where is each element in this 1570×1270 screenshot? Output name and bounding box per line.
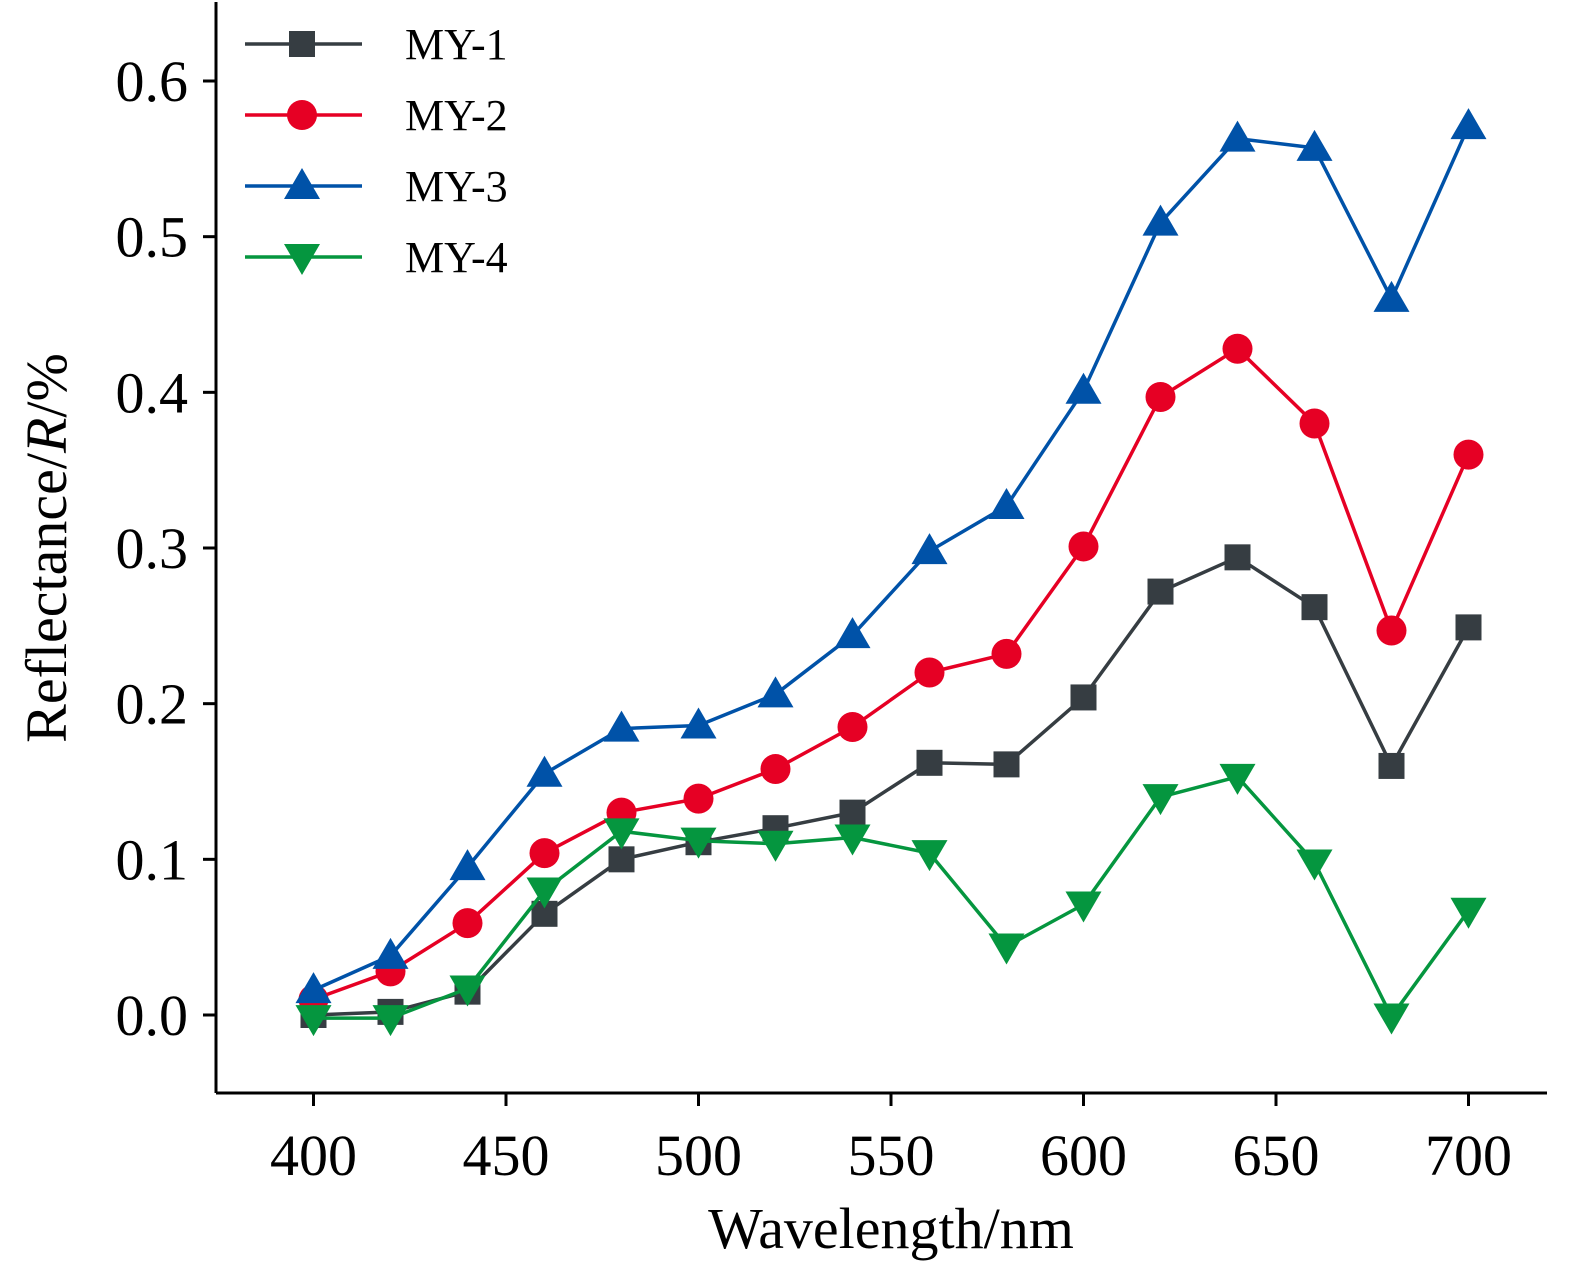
data-point-my-3-600	[1065, 372, 1102, 404]
x-ticks: 400 450 500 550 600 650 700	[270, 1093, 1512, 1188]
data-point-my-2-680	[1376, 615, 1407, 646]
data-point-my-4-500	[680, 827, 717, 859]
y-tick-label: 0.3	[116, 516, 189, 581]
series-line-my-4	[313, 775, 1470, 1020]
data-point-my-2-700	[1453, 439, 1484, 470]
data-point-my-2-620	[1145, 382, 1176, 413]
y-axis-title-symbol: R	[14, 418, 79, 454]
data-point-my-3-460	[526, 755, 563, 787]
series-line-my-3	[312, 125, 1471, 992]
legend-label: MY-1	[405, 20, 508, 69]
legend-item-my-1: MY-1	[245, 20, 508, 69]
y-tick-label: 0.0	[116, 983, 189, 1048]
series-my-3	[295, 108, 1487, 1004]
data-point-my-2-520	[760, 754, 791, 785]
data-point-my-4-660	[1296, 849, 1333, 881]
data-point-my-2-600	[1068, 531, 1099, 562]
data-point-my-4-400	[295, 1005, 332, 1037]
data-point-my-4-560	[911, 840, 948, 872]
x-tick-label: 700	[1425, 1123, 1512, 1188]
data-point-my-3-440	[449, 849, 486, 881]
legend-item-my-2: MY-2	[245, 91, 508, 140]
legend-item-my-4: MY-4	[245, 233, 508, 282]
data-point-my-4-620	[1142, 784, 1179, 816]
data-point-my-1-640	[1224, 544, 1251, 571]
data-point-my-1-680	[1378, 752, 1405, 779]
legend-marker-my-3	[284, 168, 320, 199]
data-point-my-4-680	[1373, 1003, 1410, 1035]
data-point-my-1-660	[1301, 594, 1328, 621]
data-point-my-1-580	[993, 751, 1020, 778]
data-point-my-3-580	[988, 487, 1025, 519]
x-tick-label: 550	[848, 1123, 935, 1188]
series-layer	[295, 108, 1487, 1037]
data-point-my-1-540	[839, 799, 866, 826]
data-point-my-3-540	[834, 617, 871, 649]
y-axis-title-prefix: Reflectance/	[14, 452, 79, 743]
data-point-my-3-500	[680, 707, 717, 739]
data-point-my-3-680	[1373, 280, 1410, 312]
data-point-my-2-660	[1299, 408, 1330, 439]
data-point-my-3-560	[911, 533, 948, 565]
data-point-my-2-580	[991, 638, 1022, 669]
data-point-my-2-540	[837, 712, 868, 743]
data-point-my-4-460	[526, 877, 563, 909]
data-point-my-4-580	[988, 933, 1025, 965]
y-tick-label: 0.4	[116, 360, 189, 425]
data-point-my-4-480	[603, 818, 640, 850]
y-tick-label: 0.1	[116, 827, 189, 892]
data-point-my-3-700	[1450, 108, 1487, 140]
x-tick-label: 500	[655, 1123, 742, 1188]
legend-label: MY-3	[405, 162, 508, 211]
data-point-my-3-660	[1296, 129, 1333, 161]
series-my-4	[295, 763, 1487, 1037]
data-point-my-2-460	[529, 838, 560, 869]
legend: MY-1 MY-2 MY-3 MY-4	[245, 20, 508, 282]
data-point-my-2-440	[452, 908, 483, 939]
data-point-my-1-560	[916, 749, 943, 776]
data-point-my-4-640	[1219, 763, 1256, 795]
data-point-my-4-420	[372, 1005, 409, 1037]
data-point-my-4-520	[757, 830, 794, 862]
x-tick-label: 400	[270, 1123, 357, 1188]
data-point-my-1-700	[1455, 614, 1482, 641]
series-line-my-2	[312, 346, 1471, 1002]
series-my-1	[300, 544, 1482, 1028]
data-point-my-1-480	[608, 846, 635, 873]
y-ticks: 0.0 0.1 0.2 0.3 0.4 0.5 0.6	[116, 49, 216, 1048]
y-axis-title-suffix: /%	[14, 353, 79, 417]
data-point-my-1-600	[1070, 684, 1097, 711]
legend-marker-my-2	[287, 100, 317, 130]
data-point-my-3-640	[1219, 120, 1256, 152]
series-my-2	[298, 333, 1484, 1015]
data-point-my-2-500	[683, 783, 714, 814]
legend-item-my-3: MY-3	[245, 162, 508, 211]
y-axis-title: Reflectance/R/%	[14, 353, 79, 743]
data-point-my-1-620	[1147, 578, 1174, 605]
data-point-my-4-440	[449, 975, 486, 1007]
x-tick-label: 600	[1040, 1123, 1127, 1188]
data-point-my-3-420	[372, 937, 409, 969]
x-tick-label: 650	[1233, 1123, 1320, 1188]
legend-label: MY-2	[405, 91, 508, 140]
y-tick-label: 0.6	[116, 49, 189, 114]
y-tick-label: 0.2	[116, 672, 189, 737]
data-point-my-4-700	[1450, 897, 1487, 929]
legend-marker-my-4	[284, 244, 320, 275]
y-tick-label: 0.5	[116, 205, 189, 270]
x-axis-title: Wavelength/nm	[708, 1196, 1074, 1261]
data-point-my-3-620	[1142, 204, 1179, 236]
data-point-my-3-480	[603, 710, 640, 742]
data-point-my-2-560	[914, 657, 945, 688]
legend-marker-my-1	[289, 31, 315, 57]
legend-label: MY-4	[405, 233, 508, 282]
data-point-my-2-640	[1222, 333, 1253, 364]
data-point-my-3-400	[295, 972, 332, 1004]
data-point-my-4-600	[1065, 891, 1102, 923]
data-point-my-4-540	[834, 824, 871, 856]
series-line-my-1	[313, 555, 1471, 1017]
x-tick-label: 450	[463, 1123, 550, 1188]
data-point-my-3-520	[757, 676, 794, 708]
